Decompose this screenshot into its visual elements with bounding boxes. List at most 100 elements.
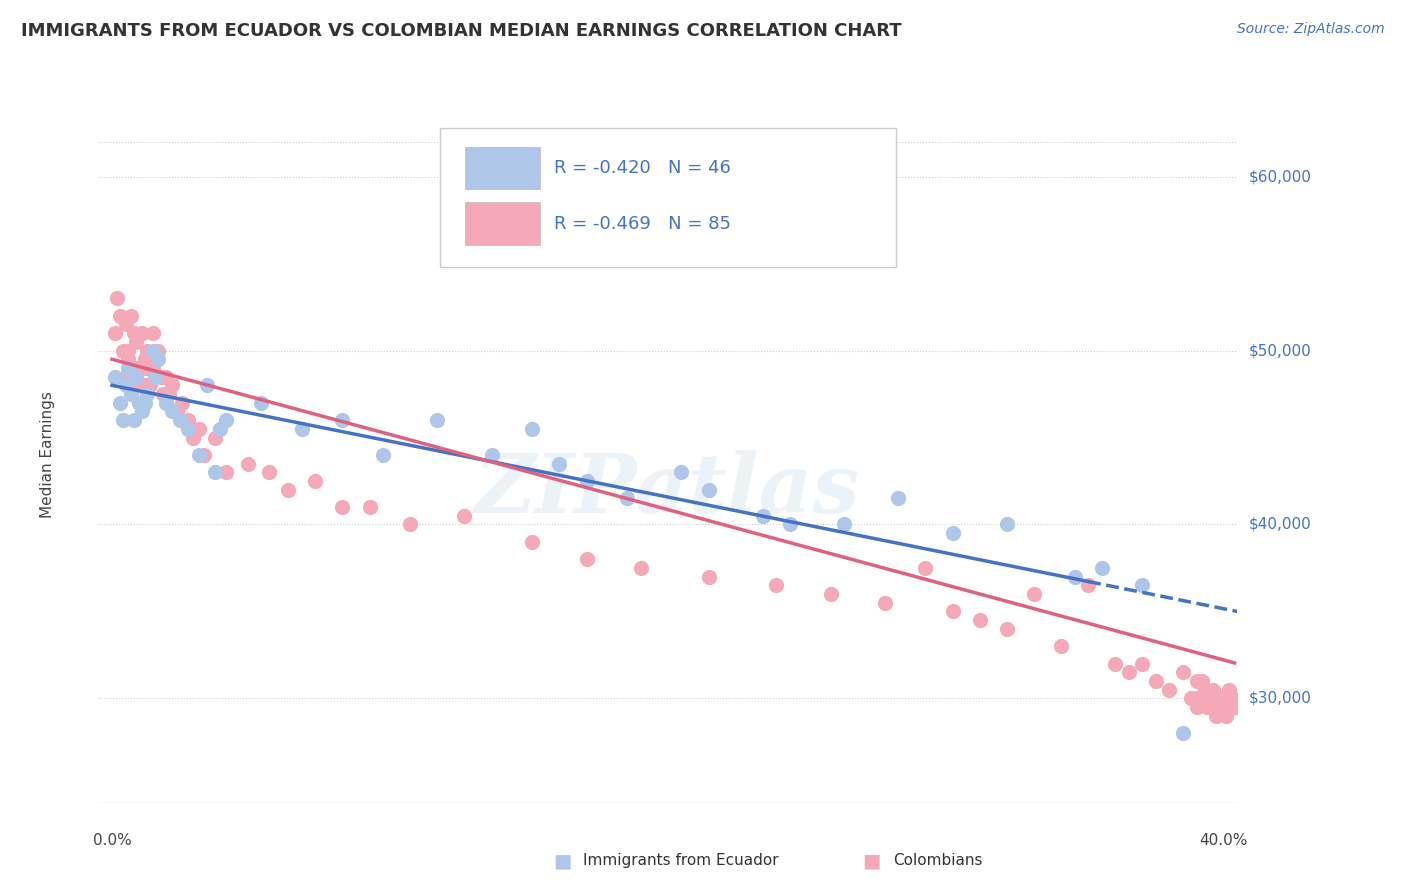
Text: Immigrants from Ecuador: Immigrants from Ecuador — [583, 854, 779, 868]
Point — [136, 387, 159, 401]
Point — [1104, 657, 1126, 671]
Point — [131, 404, 153, 418]
Text: 0.0%: 0.0% — [93, 833, 131, 848]
Point — [697, 483, 720, 497]
Point — [204, 466, 226, 480]
Point — [120, 309, 142, 323]
Point — [177, 413, 200, 427]
Point — [122, 413, 145, 427]
Point — [157, 387, 180, 401]
Point — [146, 352, 169, 367]
Point — [1132, 578, 1154, 592]
Point — [209, 422, 232, 436]
Point — [160, 404, 183, 418]
Point — [1050, 639, 1073, 653]
Point — [142, 326, 165, 341]
Text: Colombians: Colombians — [893, 854, 983, 868]
Point — [575, 552, 598, 566]
Point — [139, 378, 162, 392]
Point — [128, 378, 150, 392]
Point — [111, 413, 134, 427]
Point — [166, 404, 188, 418]
Text: ■: ■ — [862, 851, 882, 871]
Point — [1185, 674, 1208, 689]
Point — [145, 369, 167, 384]
Point — [942, 526, 965, 541]
Point — [149, 369, 172, 384]
Point — [453, 508, 475, 523]
Point — [155, 369, 177, 384]
Point — [548, 457, 571, 471]
Text: Median Earnings: Median Earnings — [39, 392, 55, 518]
Point — [995, 517, 1018, 532]
Point — [114, 318, 136, 332]
Text: $30,000: $30,000 — [1249, 691, 1312, 706]
Point — [1091, 561, 1114, 575]
Point — [187, 422, 209, 436]
Point — [145, 369, 167, 384]
Point — [142, 343, 165, 358]
Point — [1180, 691, 1202, 706]
Point — [1191, 674, 1213, 689]
Text: ZIPatlas: ZIPatlas — [475, 450, 860, 530]
Point — [128, 360, 150, 375]
Point — [1205, 708, 1227, 723]
Point — [291, 422, 314, 436]
Text: R = -0.469   N = 85: R = -0.469 N = 85 — [554, 215, 731, 233]
Point — [332, 413, 354, 427]
Text: Source: ZipAtlas.com: Source: ZipAtlas.com — [1237, 22, 1385, 37]
Point — [697, 570, 720, 584]
Point — [1220, 691, 1243, 706]
Point — [399, 517, 422, 532]
Point — [426, 413, 449, 427]
Point — [125, 334, 148, 349]
Point — [236, 457, 259, 471]
Point — [575, 474, 598, 488]
Point — [1209, 700, 1232, 714]
Point — [114, 369, 136, 384]
Point — [160, 378, 183, 392]
Point — [122, 326, 145, 341]
Text: IMMIGRANTS FROM ECUADOR VS COLOMBIAN MEDIAN EARNINGS CORRELATION CHART: IMMIGRANTS FROM ECUADOR VS COLOMBIAN MED… — [21, 22, 901, 40]
Point — [120, 387, 142, 401]
Text: $60,000: $60,000 — [1249, 169, 1312, 184]
Point — [1063, 570, 1085, 584]
Point — [371, 448, 394, 462]
Point — [832, 517, 855, 532]
Point — [887, 491, 910, 506]
Point — [1202, 682, 1225, 697]
Point — [942, 605, 965, 619]
Point — [215, 466, 238, 480]
Point — [765, 578, 787, 592]
Point — [1218, 682, 1240, 697]
Point — [204, 430, 226, 444]
Point — [177, 422, 200, 436]
Point — [108, 309, 131, 323]
Point — [914, 561, 936, 575]
Point — [111, 343, 134, 358]
Point — [1199, 691, 1222, 706]
Point — [183, 430, 205, 444]
Point — [108, 395, 131, 409]
Point — [131, 326, 153, 341]
Point — [152, 387, 174, 401]
Point — [122, 378, 145, 392]
Point — [117, 343, 139, 358]
Point — [1185, 700, 1208, 714]
Point — [779, 517, 801, 532]
Point — [134, 352, 156, 367]
Text: R = -0.420   N = 46: R = -0.420 N = 46 — [554, 160, 731, 178]
Point — [134, 378, 156, 392]
Point — [969, 613, 991, 627]
Point — [332, 500, 354, 514]
Point — [1194, 682, 1216, 697]
Point — [481, 448, 503, 462]
Point — [125, 360, 148, 375]
Text: $40,000: $40,000 — [1249, 517, 1312, 532]
Point — [820, 587, 842, 601]
FancyBboxPatch shape — [440, 128, 896, 267]
Point — [195, 378, 218, 392]
Point — [1197, 700, 1219, 714]
Point — [117, 360, 139, 375]
Point — [259, 466, 281, 480]
